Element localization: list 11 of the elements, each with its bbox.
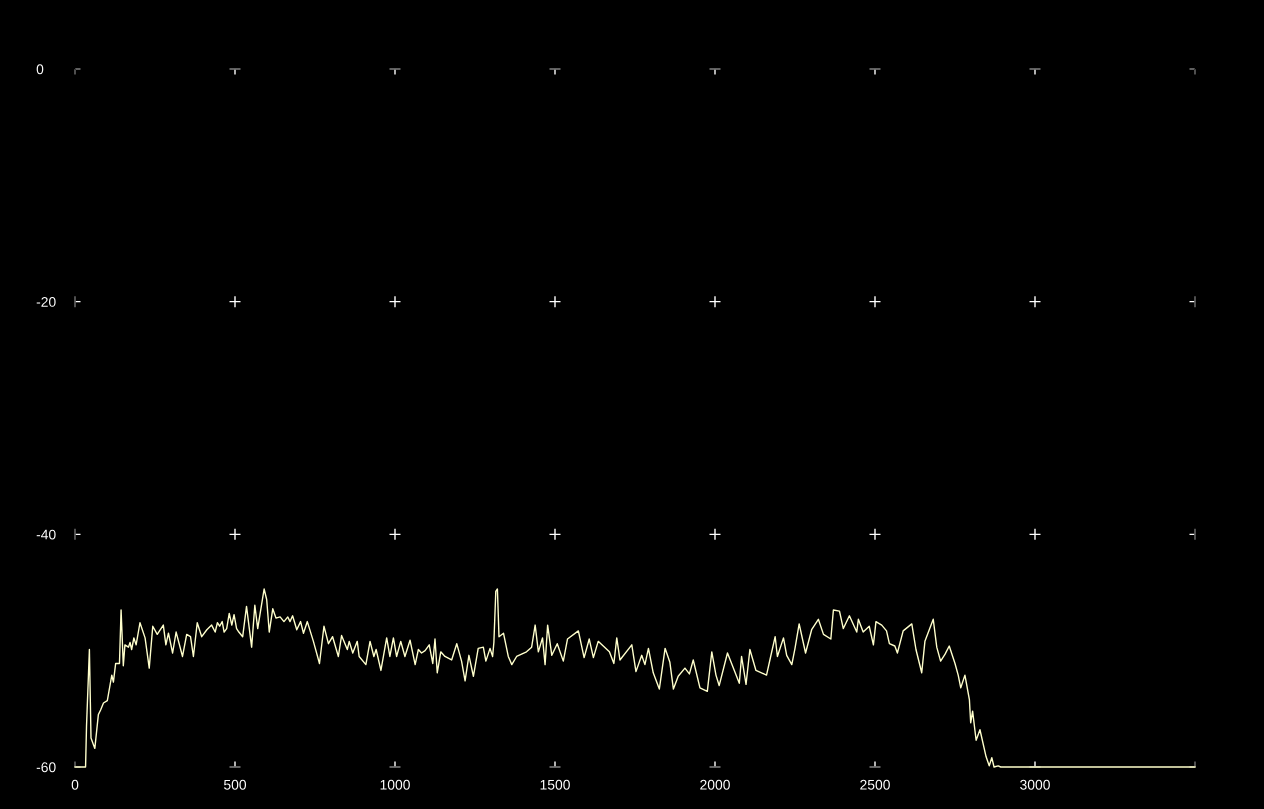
x-tick-label: 1000 [380,779,410,790]
x-tick-label: 0 [71,779,79,790]
y-tick-label: -20 [36,297,56,307]
y-tick-label: 0 [36,64,44,75]
y-tick-label: -40 [36,529,56,540]
x-tick-label: 3000 [1020,779,1050,790]
x-tick-label: 2500 [860,779,890,790]
x-tick-label: 2000 [700,779,730,790]
y-tick-label: -60 [36,762,56,773]
x-tick-label: 500 [223,779,247,790]
x-tick-label: 1500 [540,779,570,790]
